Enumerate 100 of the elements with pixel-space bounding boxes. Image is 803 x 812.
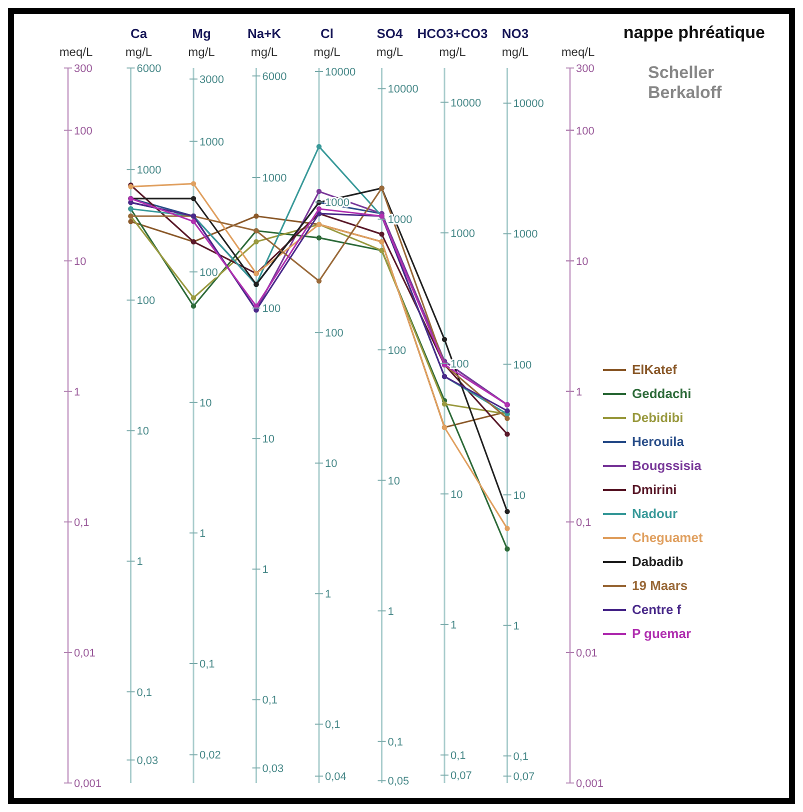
point (190, 218, 196, 224)
x-tick-label: Na+K (247, 26, 282, 41)
point (504, 416, 510, 422)
x-tick-label: Mg (192, 26, 211, 41)
annotation: 0,1 (450, 750, 466, 762)
point (504, 546, 510, 552)
y-tick-label: 300 (74, 63, 92, 75)
point (190, 295, 196, 300)
x-tick-label: Ca (130, 26, 148, 41)
annotation: 3000 (200, 74, 224, 86)
annotation: 1000 (200, 136, 224, 148)
legend-label: Dmirini (632, 482, 677, 497)
annotation: 10 (262, 434, 274, 446)
legend-label: Nadour (632, 506, 678, 521)
point (504, 432, 510, 437)
text: mg/L (502, 45, 529, 59)
annotation: 10000 (388, 84, 418, 96)
y-tick-label: 0,001 (74, 778, 102, 790)
point (316, 235, 322, 240)
point (504, 526, 510, 532)
annotation: 0,03 (136, 755, 158, 768)
text: mg/L (314, 45, 340, 59)
point (316, 278, 322, 284)
annotation: 10 (450, 488, 463, 501)
annotation: 10 (513, 490, 526, 502)
annotation: 1 (325, 588, 332, 601)
annotation: 6000 (262, 70, 287, 83)
x-tick-label: NO3 (502, 26, 529, 41)
text: 1 (576, 386, 582, 398)
x-tick-label: SO4 (376, 26, 404, 41)
annotation: 100 (513, 359, 532, 372)
annotation: 0,1 (200, 658, 215, 670)
text: 300 (576, 63, 594, 75)
text: mg/L (250, 45, 278, 59)
y-tick-label: 0,1 (74, 516, 90, 529)
annotation: 0,1 (325, 719, 340, 732)
annotation: 1000 (262, 172, 287, 185)
annotation: 0,03 (262, 762, 284, 775)
annotation: 0,1 (136, 686, 152, 699)
legend-label: Centre f (632, 602, 682, 617)
point (379, 232, 384, 237)
annotation: 10000 (450, 97, 482, 110)
annotation: 10 (325, 458, 338, 470)
legend-label: ElKatef (632, 362, 678, 377)
point (316, 144, 322, 150)
text: 0,1 (576, 516, 592, 529)
annotation: 10000 (513, 98, 544, 110)
annotation: 0,05 (388, 776, 410, 788)
text: nappe phréatique (623, 23, 765, 42)
point (128, 218, 134, 224)
y-axis-title: meq/L (561, 45, 595, 59)
annotation: 0,02 (200, 750, 221, 762)
annotation: 0,07 (450, 770, 472, 782)
annotation: 6000 (136, 63, 162, 75)
point (190, 181, 196, 186)
x-tick-label: HCO3+CO3 (417, 26, 488, 41)
text: meq/L (59, 45, 93, 59)
annotation: 0,1 (388, 736, 404, 748)
annotation: 10 (388, 475, 400, 488)
legend-label: Cheguamet (632, 530, 704, 545)
y-tick-label: 10 (74, 256, 86, 268)
point (254, 214, 259, 219)
annotation: 1 (200, 528, 206, 540)
text: mg/L (188, 45, 215, 59)
y-tick-label: 0,01 (74, 647, 96, 660)
text: mg/L (439, 45, 466, 59)
annotation: 100 (136, 295, 156, 308)
point (190, 304, 196, 309)
annotation: 1 (513, 620, 520, 632)
y-tick-label: 1 (74, 386, 80, 398)
annotation: 10000 (325, 66, 356, 78)
point (190, 196, 196, 202)
annotation: 0,04 (325, 771, 346, 784)
annotation: 1000 (450, 228, 475, 240)
annotation: 100 (325, 328, 344, 340)
annotation: 1000 (136, 164, 162, 177)
point (442, 401, 448, 407)
annotation: 100 (200, 266, 218, 279)
annotation: 1 (450, 619, 457, 632)
annotation: 10 (136, 426, 149, 438)
text: Scheller Berkaloff (648, 63, 722, 102)
text: 0,01 (576, 647, 598, 660)
legend-label: Herouila (632, 434, 685, 449)
annotation: 100 (262, 303, 281, 316)
annotation: 0,07 (513, 771, 535, 784)
y-tick-label: 100 (74, 125, 92, 138)
legend-label: Debidibi (632, 410, 684, 425)
x-axis-title: mg/L (125, 45, 152, 59)
annotation: 100 (388, 344, 406, 357)
text: 100 (576, 125, 594, 138)
x-tick-label: Cl (320, 26, 334, 41)
annotation: 1000 (513, 228, 538, 241)
annotation: 0,1 (513, 750, 529, 763)
legend-label: 19 Maars (632, 578, 688, 593)
legend-label: Geddachi (632, 386, 692, 401)
point (504, 508, 510, 514)
point (316, 206, 322, 212)
point (316, 188, 322, 194)
point (254, 239, 259, 244)
legend-label: P guemar (632, 626, 692, 641)
